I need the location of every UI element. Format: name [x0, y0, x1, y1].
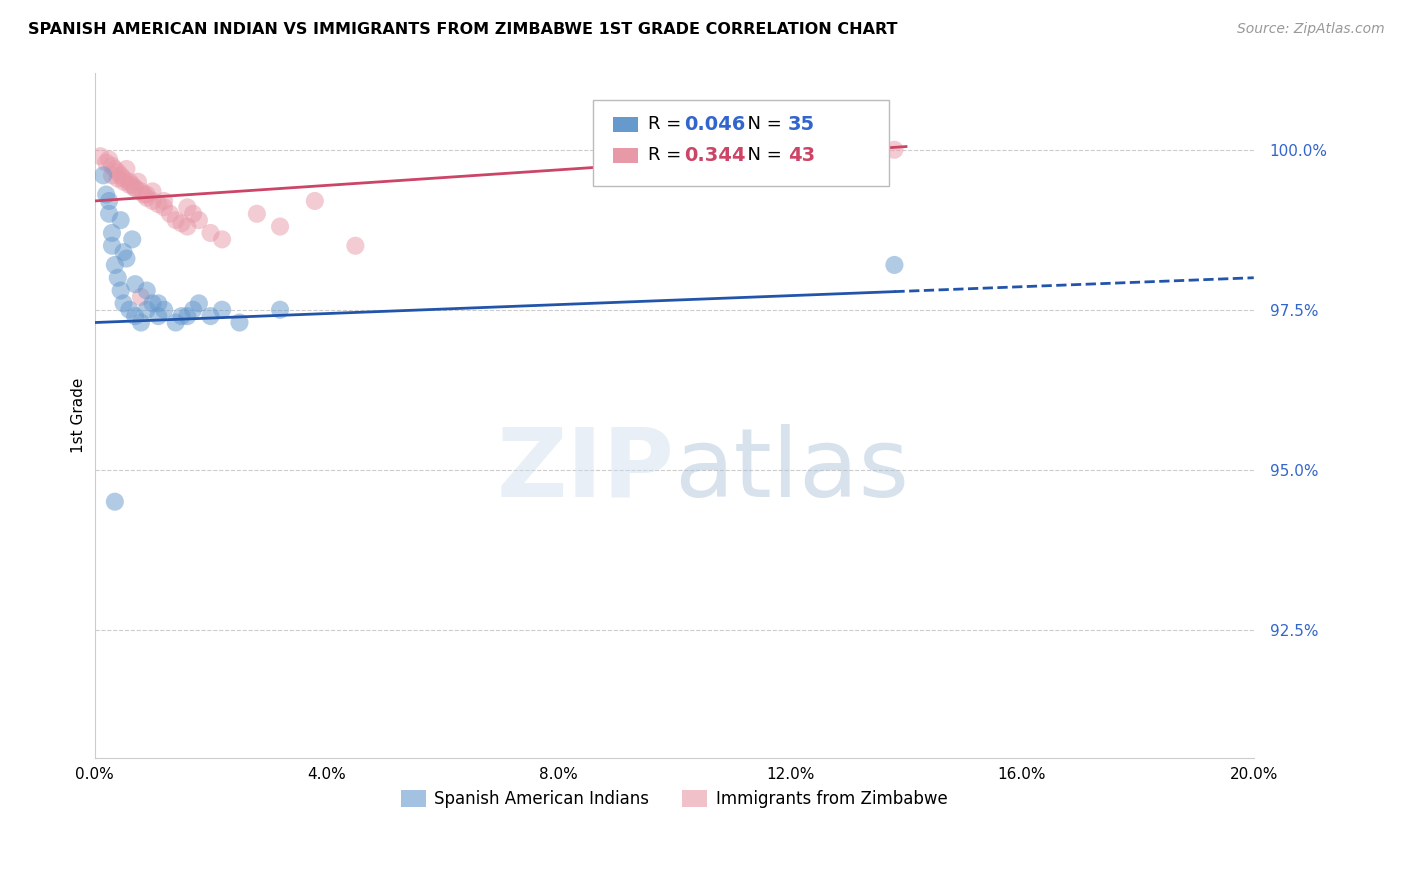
Text: N =: N = — [735, 115, 787, 133]
Point — [115, 252, 138, 266]
Point — [135, 191, 157, 205]
Point — [127, 175, 149, 189]
Point — [170, 216, 193, 230]
Point — [135, 187, 157, 202]
Point — [124, 277, 146, 292]
Point — [135, 302, 157, 317]
Text: R =: R = — [648, 146, 686, 164]
Point — [101, 169, 124, 183]
Point — [181, 302, 204, 317]
Point — [883, 258, 905, 272]
Text: ZIP: ZIP — [496, 424, 673, 516]
Point — [176, 309, 198, 323]
Point — [148, 309, 170, 323]
Point — [101, 238, 124, 252]
Point — [228, 316, 250, 330]
Point — [110, 169, 132, 183]
Point — [118, 302, 141, 317]
Point — [159, 207, 181, 221]
Text: SPANISH AMERICAN INDIAN VS IMMIGRANTS FROM ZIMBABWE 1ST GRADE CORRELATION CHART: SPANISH AMERICAN INDIAN VS IMMIGRANTS FR… — [28, 22, 897, 37]
Point — [153, 194, 176, 208]
Text: 43: 43 — [787, 145, 815, 165]
Point — [98, 153, 121, 167]
Point — [211, 302, 233, 317]
Point — [112, 175, 135, 189]
Text: N =: N = — [735, 146, 787, 164]
Text: atlas: atlas — [673, 424, 910, 516]
Text: Source: ZipAtlas.com: Source: ZipAtlas.com — [1237, 22, 1385, 37]
Point — [176, 219, 198, 234]
Text: R =: R = — [648, 115, 686, 133]
Point — [344, 238, 367, 252]
Point — [115, 161, 138, 176]
Point — [96, 155, 118, 169]
Point — [148, 296, 170, 310]
Point — [866, 143, 889, 157]
Point — [170, 309, 193, 323]
Point — [107, 270, 129, 285]
Point — [200, 309, 222, 323]
Point — [104, 494, 127, 508]
Point — [132, 187, 155, 202]
Point — [118, 178, 141, 192]
Point — [124, 181, 146, 195]
Point — [104, 161, 127, 176]
Point — [121, 232, 143, 246]
FancyBboxPatch shape — [593, 101, 889, 186]
Point — [118, 175, 141, 189]
Point — [187, 296, 209, 310]
Point — [107, 171, 129, 186]
Point — [135, 284, 157, 298]
Point — [176, 200, 198, 214]
Point — [141, 296, 163, 310]
Point — [883, 143, 905, 157]
Point — [96, 187, 118, 202]
Point — [121, 178, 143, 192]
Point — [148, 197, 170, 211]
Point — [110, 284, 132, 298]
FancyBboxPatch shape — [613, 147, 638, 162]
Point — [269, 302, 291, 317]
Point — [112, 296, 135, 310]
Point — [181, 207, 204, 221]
FancyBboxPatch shape — [613, 117, 638, 132]
Point — [187, 213, 209, 227]
Point — [269, 219, 291, 234]
Point — [98, 207, 121, 221]
Point — [141, 185, 163, 199]
Point — [107, 165, 129, 179]
Point — [129, 185, 152, 199]
Point — [153, 200, 176, 214]
Y-axis label: 1st Grade: 1st Grade — [72, 377, 86, 453]
Point — [246, 207, 269, 221]
Point — [91, 169, 114, 183]
Text: 35: 35 — [787, 115, 815, 134]
Text: 0.344: 0.344 — [685, 145, 747, 165]
Legend: Spanish American Indians, Immigrants from Zimbabwe: Spanish American Indians, Immigrants fro… — [394, 783, 955, 814]
Point — [129, 316, 152, 330]
Point — [124, 309, 146, 323]
Point — [101, 226, 124, 240]
Point — [98, 194, 121, 208]
Point — [104, 258, 127, 272]
Point — [124, 181, 146, 195]
Point — [101, 159, 124, 173]
Point — [211, 232, 233, 246]
Point — [112, 245, 135, 260]
Point — [165, 213, 187, 227]
Point — [89, 149, 111, 163]
Point — [112, 171, 135, 186]
Text: 0.046: 0.046 — [685, 115, 747, 134]
Point — [304, 194, 326, 208]
Point — [129, 290, 152, 304]
Point — [165, 316, 187, 330]
Point — [153, 302, 176, 317]
Point — [110, 213, 132, 227]
Point — [141, 194, 163, 208]
Point — [200, 226, 222, 240]
